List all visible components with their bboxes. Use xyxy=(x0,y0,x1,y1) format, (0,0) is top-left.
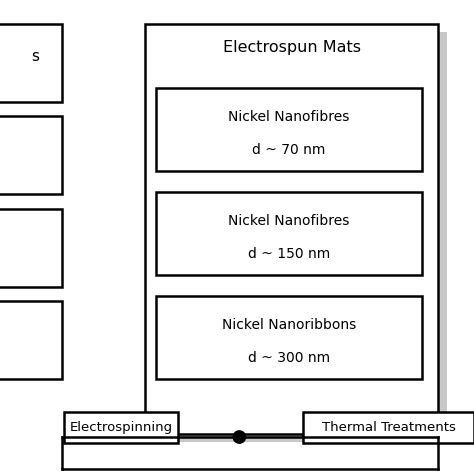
Text: Nickel Nanoribbons: Nickel Nanoribbons xyxy=(222,318,356,332)
Text: Electrospun Mats: Electrospun Mats xyxy=(222,40,361,55)
Bar xyxy=(165,201,430,283)
Bar xyxy=(0,209,62,287)
Circle shape xyxy=(233,431,246,443)
Bar xyxy=(303,412,474,443)
Bar xyxy=(145,24,438,434)
Bar xyxy=(156,192,422,275)
Text: d ~ 300 nm: d ~ 300 nm xyxy=(248,351,330,365)
Text: d ~ 70 nm: d ~ 70 nm xyxy=(253,143,326,157)
Bar xyxy=(0,24,62,102)
Text: s: s xyxy=(32,49,39,64)
Text: Nickel Nanofibres: Nickel Nanofibres xyxy=(228,214,350,228)
Bar xyxy=(165,305,430,388)
Bar xyxy=(153,32,447,442)
Bar xyxy=(64,412,178,443)
Text: Electrospinning: Electrospinning xyxy=(69,421,173,434)
Bar xyxy=(165,96,430,179)
Bar xyxy=(156,88,422,171)
Bar xyxy=(0,116,62,194)
Text: Thermal Treatments: Thermal Treatments xyxy=(322,421,456,434)
Bar xyxy=(156,296,422,379)
Text: Nickel Nanofibres: Nickel Nanofibres xyxy=(228,109,350,124)
Text: d ~ 150 nm: d ~ 150 nm xyxy=(248,247,330,261)
Bar xyxy=(0,301,62,379)
